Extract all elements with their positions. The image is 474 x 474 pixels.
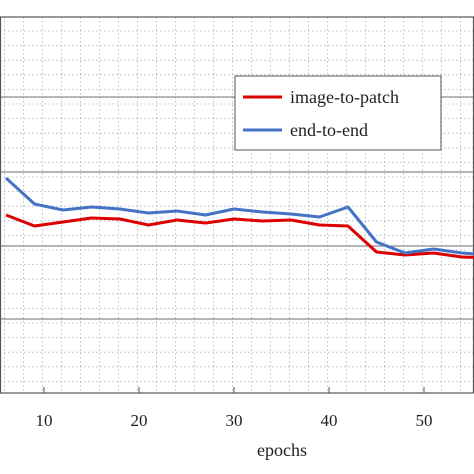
major-gridlines: [0, 96, 474, 320]
x-axis-label: epochs: [257, 440, 307, 460]
series-layer: [4, 176, 474, 259]
legend: image-to-patch end-to-end: [234, 75, 442, 151]
series-line-image-to-patch: [5, 213, 474, 259]
x-tick-label: 20: [131, 411, 148, 430]
x-tick-label: 50: [416, 411, 433, 430]
minor-gridlines: [0, 17, 474, 393]
x-axis-ticks: 10 20 30 40 50: [36, 387, 433, 430]
legend-label: image-to-patch: [290, 87, 399, 107]
x-tick-label: 10: [36, 411, 53, 430]
x-tick-label: 40: [321, 411, 338, 430]
x-tick-label: 30: [226, 411, 243, 430]
legend-box: [234, 75, 442, 151]
series-line-end-to-end: [4, 176, 474, 256]
legend-label: end-to-end: [290, 120, 368, 140]
